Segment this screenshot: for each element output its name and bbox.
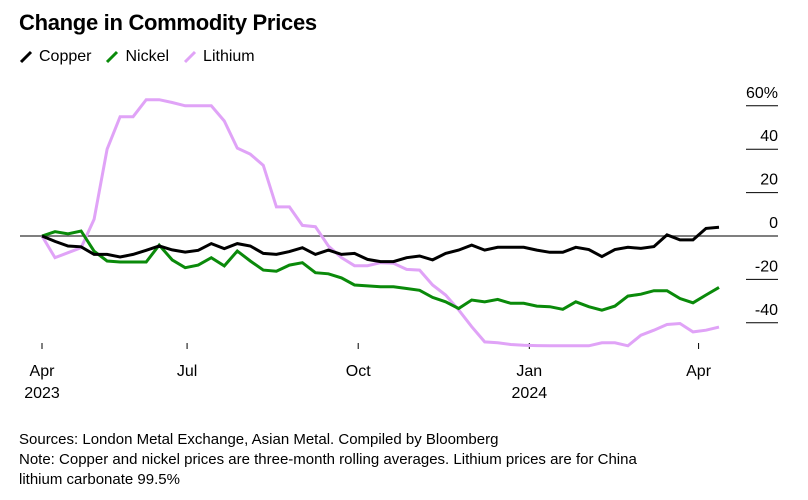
note-text-line2: lithium carbonate 99.5% — [19, 471, 180, 488]
series-line-copper — [41, 225, 720, 264]
x-tick-label: Jul — [177, 363, 197, 380]
legend: Copper Nickel Lithium — [19, 48, 255, 66]
y-tick-label: -40 — [755, 302, 778, 319]
x-tick-year-label: 2023 — [24, 385, 60, 402]
chart-title: Change in Commodity Prices — [19, 10, 317, 35]
y-tick-label: 0 — [769, 215, 778, 232]
legend-label-lithium: Lithium — [203, 48, 255, 65]
line-chart: 60% 40 20 0 -20 -40 Apr 2023 Jul Oct Jan 2024 Apr — [20, 85, 778, 402]
legend-item-copper: Copper — [19, 48, 91, 66]
x-tick-label: Apr — [30, 363, 56, 380]
series-line-lithium — [40, 98, 720, 348]
sources-text: Sources: London Metal Exchange, Asian Me… — [19, 431, 499, 448]
y-tick-label: 60% — [746, 85, 778, 102]
legend-swatch-nickel — [106, 50, 119, 64]
x-tick-label: Jan — [516, 363, 542, 380]
x-tick-label: Oct — [346, 363, 371, 380]
legend-label-copper: Copper — [39, 48, 92, 65]
legend-item-nickel: Nickel — [105, 48, 169, 66]
x-tick-label: Apr — [686, 363, 712, 380]
y-tick-label: -20 — [755, 258, 778, 275]
series-line-nickel — [41, 229, 720, 312]
legend-label-nickel: Nickel — [125, 48, 170, 65]
legend-item-lithium: Lithium — [183, 48, 255, 66]
x-tick-year-label: 2024 — [512, 385, 548, 402]
y-tick-label: 40 — [760, 128, 778, 145]
legend-swatch-lithium — [183, 50, 197, 64]
y-tick-label: 20 — [760, 172, 778, 189]
footer-notes: Sources: London Metal Exchange, Asian Me… — [19, 430, 637, 490]
note-text-line1: Note: Copper and nickel prices are three… — [19, 451, 637, 468]
legend-swatch-copper — [19, 50, 33, 64]
